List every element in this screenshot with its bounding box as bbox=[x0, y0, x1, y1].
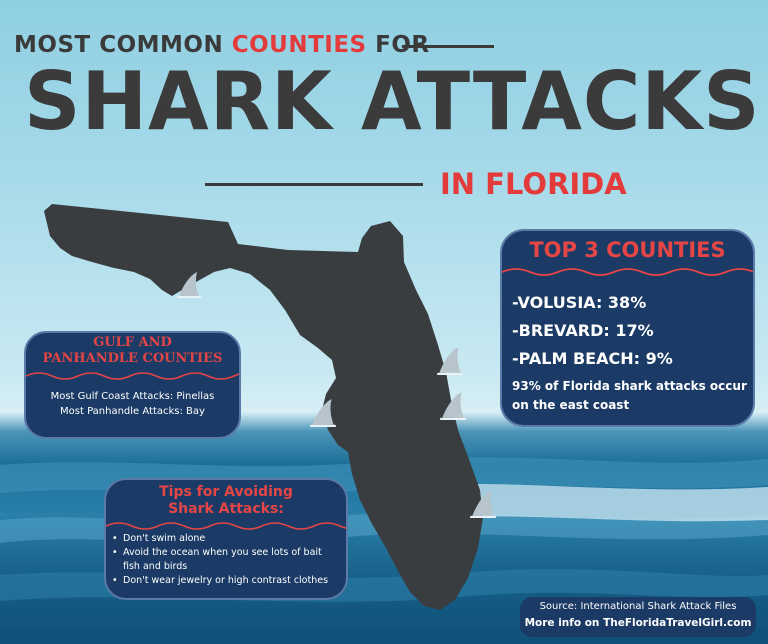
county-row-volusia: -VOLUSIA: 38% bbox=[512, 293, 647, 312]
wave-divider-icon bbox=[502, 268, 753, 276]
wave-divider-icon bbox=[26, 372, 239, 380]
gulf-heading-line1: GULF AND bbox=[93, 335, 172, 350]
county-row-brevard: -BREVARD: 17% bbox=[512, 321, 654, 340]
page-subtitle: IN FLORIDA bbox=[440, 167, 627, 201]
shark-fin-icon bbox=[177, 272, 201, 298]
title-rule-bottom bbox=[205, 183, 423, 186]
gulf-panhandle-box: GULF AND PANHANDLE COUNTIES Most Gulf Co… bbox=[24, 331, 241, 439]
east-coast-note: 93% of Florida shark attacks occur on th… bbox=[512, 379, 747, 412]
gulf-coast-line: Most Gulf Coast Attacks: Pinellas bbox=[50, 391, 215, 402]
panhandle-line: Most Panhandle Attacks: Bay bbox=[60, 406, 205, 417]
tips-list: Don't swim alone Avoid the ocean when yo… bbox=[112, 532, 340, 588]
tip-item: Don't wear jewelry or high contrast clot… bbox=[112, 574, 340, 588]
shark-fin-icon bbox=[437, 347, 463, 375]
more-info-link[interactable]: More info on TheFloridaTravelGirl.com bbox=[524, 617, 752, 629]
source-box: Source: International Shark Attack Files… bbox=[520, 597, 756, 637]
page-title: SHARK ATTACKS bbox=[24, 55, 761, 148]
gulf-heading-line2: PANHANDLE COUNTIES bbox=[42, 351, 223, 366]
tip-item: Avoid the ocean when you see lots of bai… bbox=[112, 546, 340, 574]
top3-counties-box: TOP 3 COUNTIES -VOLUSIA: 38% -BREVARD: 1… bbox=[500, 229, 755, 427]
tips-heading-line2: Shark Attacks: bbox=[168, 501, 284, 517]
tips-box: Tips for Avoiding Shark Attacks: Don't s… bbox=[104, 478, 348, 600]
title-rule-top bbox=[402, 45, 494, 48]
shark-fin-icon bbox=[440, 392, 466, 420]
source-line: Source: International Shark Attack Files bbox=[539, 601, 737, 612]
wave-divider-icon bbox=[106, 522, 346, 530]
shark-fin-icon bbox=[470, 490, 496, 518]
tips-heading: Tips for Avoiding Shark Attacks: bbox=[106, 484, 346, 518]
tip-item: Don't swim alone bbox=[112, 532, 340, 546]
title-accent: COUNTIES bbox=[231, 32, 367, 58]
shark-fin-icon bbox=[310, 399, 336, 427]
gulf-heading: GULF AND PANHANDLE COUNTIES bbox=[26, 335, 239, 367]
tips-heading-line1: Tips for Avoiding bbox=[159, 484, 293, 500]
county-row-palm-beach: -PALM BEACH: 9% bbox=[512, 349, 673, 368]
title-prefix: MOST COMMON bbox=[14, 32, 232, 58]
top3-heading: TOP 3 COUNTIES bbox=[529, 238, 726, 262]
